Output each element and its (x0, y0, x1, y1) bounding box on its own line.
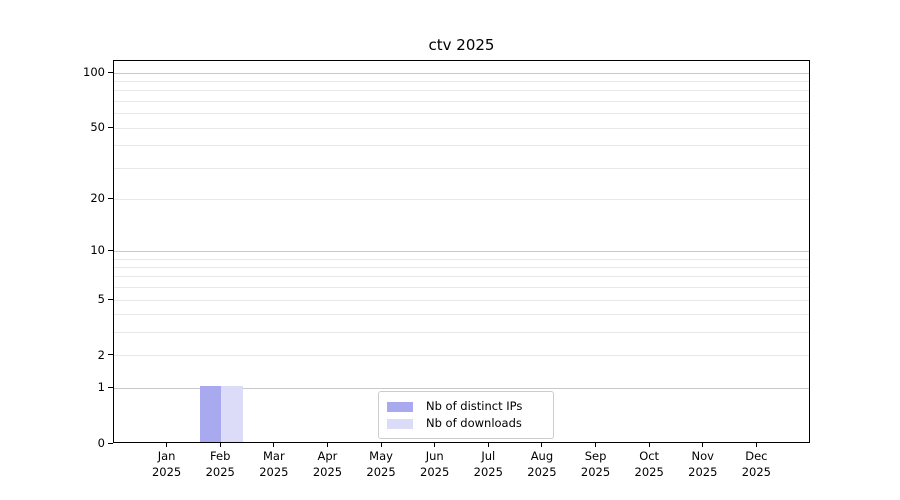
y-tick-mark (108, 442, 113, 444)
x-tick-label-line: Dec (745, 449, 768, 463)
bar-nb-of-distinct-ips-feb-2025 (199, 386, 222, 442)
gridline-minor (114, 299, 809, 301)
x-tick-label-line: 2025 (741, 464, 772, 479)
x-tick-label-line: 2025 (205, 464, 235, 479)
legend-label-downloads: Nb of downloads (426, 416, 522, 430)
x-tick-label-line: May (369, 449, 393, 463)
y-tick-mark (108, 71, 113, 73)
x-tick-label: Jul 2025 (458, 449, 518, 480)
y-tick-label: 1 (97, 380, 105, 395)
gridline-minor (114, 145, 809, 147)
x-tick-label-line: Jan (157, 449, 176, 463)
x-tick-label-line: 2025 (634, 464, 664, 479)
x-tick-label: Sep 2025 (566, 449, 626, 480)
x-tick-mark (755, 443, 757, 447)
gridline-major (114, 387, 809, 389)
gridline-minor (114, 287, 809, 289)
gridline-minor (114, 276, 809, 278)
gridline-minor (114, 90, 809, 92)
x-tick-mark (702, 443, 704, 447)
gridline-minor (114, 113, 809, 115)
gridline-minor (114, 198, 809, 200)
y-tick-mark (108, 298, 113, 300)
legend-swatch-downloads (387, 418, 413, 429)
x-tick-label: Aug 2025 (512, 449, 572, 480)
x-tick-mark (434, 443, 436, 447)
x-tick-label: Jun 2025 (405, 449, 465, 480)
x-tick-mark (166, 443, 168, 447)
gridline-minor (114, 167, 809, 169)
legend-label-distinct-ips: Nb of distinct IPs (426, 399, 523, 413)
plot-area: Nb of distinct IPs Nb of downloads (113, 60, 810, 443)
legend-entry-distinct-ips: Nb of distinct IPs (387, 398, 545, 415)
y-tick-label: 0 (97, 436, 105, 450)
x-tick-label-line: Feb (210, 449, 231, 463)
x-tick-label-line: Nov (691, 449, 714, 463)
x-tick-label: Dec 2025 (726, 449, 786, 480)
gridline-major (114, 250, 809, 252)
x-tick-label: Nov 2025 (673, 449, 733, 480)
bar-nb-of-downloads-feb-2025 (221, 386, 243, 442)
gridline-minor (114, 332, 809, 334)
y-tick-label: 50 (90, 120, 105, 135)
chart-title: ctv 2025 (428, 36, 495, 54)
x-tick-label-line: 2025 (527, 464, 557, 479)
gridline-minor (114, 127, 809, 129)
x-tick-label-line: Apr (317, 449, 338, 463)
x-tick-label-line: 2025 (151, 464, 182, 479)
x-tick-label-line: Jun (425, 449, 444, 463)
y-tick-mark (108, 197, 113, 199)
gridline-minor (114, 81, 809, 83)
x-tick-label: Jan 2025 (137, 449, 197, 480)
x-tick-label-line: 2025 (688, 464, 718, 479)
legend-entry-downloads: Nb of downloads (387, 415, 545, 432)
y-tick-mark (108, 126, 113, 128)
x-tick-mark (326, 443, 328, 447)
y-tick-mark (108, 386, 113, 388)
x-tick-label-line: 2025 (259, 464, 289, 479)
x-tick-label-line: 2025 (473, 464, 503, 479)
y-tick-label: 10 (90, 243, 105, 258)
gridline-minor (114, 101, 809, 103)
x-tick-label-line: 2025 (366, 464, 396, 479)
x-tick-label-line: 2025 (420, 464, 450, 479)
y-tick-label: 100 (83, 65, 105, 80)
x-tick-label-line: 2025 (312, 464, 343, 479)
x-tick-label-line: 2025 (580, 464, 611, 479)
gridline-minor (114, 314, 809, 316)
x-tick-label-line: Jul (481, 449, 496, 463)
y-tick-label: 20 (90, 191, 105, 206)
y-tick-label: 5 (97, 292, 105, 307)
y-tick-mark (108, 354, 113, 356)
x-tick-mark (380, 443, 382, 447)
x-tick-mark (648, 443, 650, 447)
x-tick-label: Feb 2025 (190, 449, 250, 480)
x-tick-label-line: Aug (530, 449, 554, 463)
gridline-minor (114, 258, 809, 260)
x-tick-mark (487, 443, 489, 447)
x-tick-mark (595, 443, 597, 447)
x-tick-label: Apr 2025 (297, 449, 357, 480)
x-tick-label: May 2025 (351, 449, 411, 480)
x-tick-mark (273, 443, 275, 447)
x-tick-mark (541, 443, 543, 447)
x-tick-label-line: Mar (262, 449, 285, 463)
legend-swatch-distinct-ips (387, 401, 413, 412)
legend: Nb of distinct IPs Nb of downloads (378, 391, 554, 439)
x-tick-label-line: Oct (639, 449, 660, 463)
x-tick-label: Mar 2025 (244, 449, 304, 480)
gridline-major (114, 72, 809, 74)
x-tick-label-line: Sep (584, 449, 607, 463)
x-tick-mark (219, 443, 221, 447)
y-tick-label: 2 (97, 347, 105, 362)
gridline-minor (114, 266, 809, 268)
y-tick-mark (108, 249, 113, 251)
x-tick-label: Oct 2025 (619, 449, 679, 480)
gridline-minor (114, 355, 809, 357)
